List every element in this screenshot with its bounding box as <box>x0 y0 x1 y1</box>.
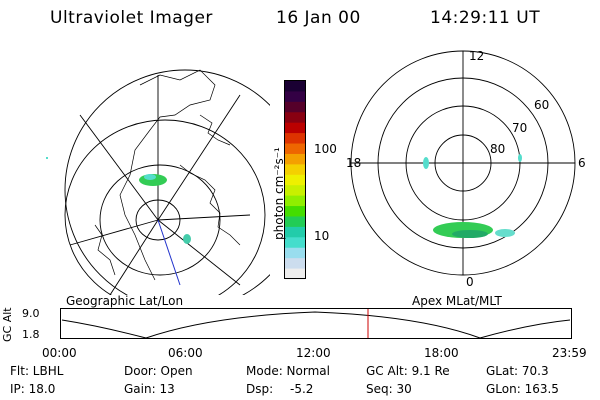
instrument-title: Ultraviolet Imager <box>50 8 213 28</box>
colorbar-cell <box>285 226 305 238</box>
earth-limb <box>64 69 270 295</box>
timeline-xtick: 12:00 <box>296 346 331 360</box>
lat-label-80: 80 <box>490 142 506 156</box>
colorbar-cell <box>285 237 305 249</box>
aurora-oval-core <box>452 230 488 238</box>
mlt-label-6: 6 <box>578 156 586 170</box>
colorbar-cell <box>285 258 305 270</box>
meridian-line <box>109 219 159 295</box>
timeline-ytick-high: 9.0 <box>22 307 40 320</box>
colorbar-cell <box>285 91 305 103</box>
timeline-ytick-low: 1.8 <box>22 328 40 341</box>
lat-circle <box>64 119 266 295</box>
dsp-value: -5.2 <box>290 382 314 396</box>
meridian-line <box>157 219 241 286</box>
dsp-label: Dsp: <box>246 382 274 396</box>
colorbar-cell <box>285 206 305 217</box>
colorbar-cell <box>285 112 305 124</box>
timeline-xtick: 23:59 <box>552 346 587 360</box>
colorbar-cell <box>285 81 305 92</box>
meridian-line <box>157 214 251 221</box>
meridian-line <box>69 219 159 246</box>
aurora-oval <box>495 229 515 237</box>
colorbar-tick-100: 100 <box>314 142 337 156</box>
coastline <box>179 164 241 246</box>
coastline <box>119 69 216 281</box>
aurora-emission <box>144 174 156 180</box>
mlt-label-0: 0 <box>466 275 474 289</box>
ip-info: IP: 18.0 <box>10 382 56 396</box>
date-label: 16 Jan 00 <box>276 8 361 28</box>
colorbar-cell <box>285 122 305 134</box>
polar-mlt-plot <box>350 50 576 276</box>
meridian-line <box>157 94 241 221</box>
colorbar-cell <box>285 153 305 165</box>
timeline-xtick: 06:00 <box>168 346 203 360</box>
filter-info: Flt: LBHL <box>10 364 64 378</box>
gc-alt-info: GC Alt: 9.1 Re <box>366 364 450 378</box>
altitude-curve <box>61 311 571 339</box>
lat-circle <box>99 164 221 276</box>
colorbar-cell <box>285 143 305 155</box>
mode-info: Mode: Normal <box>246 364 330 378</box>
colorbar-cell <box>285 164 305 176</box>
gain-info: Gain: 13 <box>124 382 175 396</box>
colorbar-cell <box>285 174 305 186</box>
glon-info: GLon: 163.5 <box>486 382 559 396</box>
aurora-emission <box>183 234 191 244</box>
mlt-label-18: 18 <box>346 156 362 170</box>
geographic-map <box>46 69 270 295</box>
colorbar-cell <box>285 195 305 207</box>
aurora-speck <box>46 157 48 159</box>
colorbar-cell <box>285 133 305 145</box>
coastline <box>94 224 116 276</box>
door-info: Door: Open <box>124 364 193 378</box>
coastline <box>199 114 231 146</box>
time-label: 14:29:11 UT <box>430 8 541 28</box>
aurora-speck <box>423 157 429 169</box>
spacecraft-track <box>157 219 181 286</box>
colorbar-cell <box>285 101 305 113</box>
colorbar-cell <box>285 247 305 259</box>
timeline-ylabel: GC Alt <box>1 307 14 342</box>
glat-info: GLat: 70.3 <box>486 364 549 378</box>
seq-info: Seq: 30 <box>366 382 412 396</box>
orbit-timeline <box>60 308 572 339</box>
meridian-line <box>79 114 159 221</box>
aurora-speck <box>518 154 522 162</box>
timeline-xtick: 00:00 <box>42 346 77 360</box>
colorbar-cell <box>285 185 305 197</box>
lat-label-60: 60 <box>534 98 550 112</box>
apex-caption: Apex MLat/MLT <box>412 294 502 308</box>
colorbar-cell <box>285 216 305 228</box>
colorbar <box>284 80 306 280</box>
lat-label-70: 70 <box>512 121 528 135</box>
colorbar-tick-10: 10 <box>314 229 330 243</box>
colorbar-cell <box>285 268 305 280</box>
geographic-caption: Geographic Lat/Lon <box>66 294 184 308</box>
timeline-xtick: 18:00 <box>424 346 459 360</box>
mlt-label-12: 12 <box>469 49 485 63</box>
colorbar-units: photon cm⁻²s⁻¹ <box>272 147 286 240</box>
